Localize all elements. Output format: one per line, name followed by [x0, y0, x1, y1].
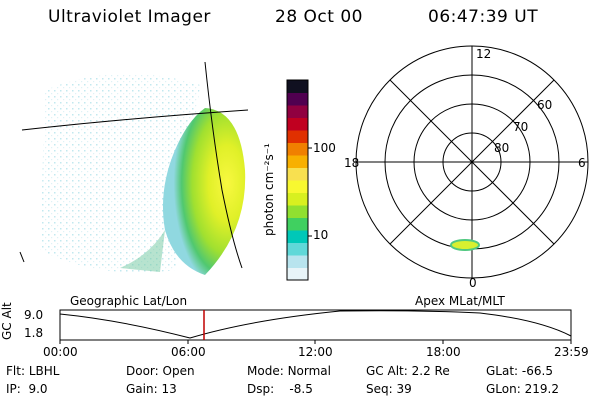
- colorbar-segment: [287, 167, 308, 181]
- lat-label-60: 60: [537, 98, 553, 112]
- time-label: 06:47:39 UT: [428, 7, 539, 27]
- left-panel-caption: Geographic Lat/Lon: [70, 294, 188, 308]
- info-glon: GLon: 219.2: [486, 382, 559, 396]
- colorbar-segment: [287, 267, 308, 281]
- colorbar-segment: [287, 217, 308, 231]
- colorbar-frame: [286, 79, 309, 281]
- timeline-plot: [59, 309, 572, 344]
- info-seq: Seq: 39: [366, 382, 412, 396]
- mlt-label-0: 0: [469, 276, 477, 290]
- geo-grid-lines: [19, 61, 249, 269]
- info-door: Door: Open: [126, 364, 195, 378]
- colorbar-segment: [287, 205, 308, 218]
- colorbar-segment: [287, 155, 308, 168]
- info-ip: IP: 9.0: [6, 382, 48, 396]
- timeline-ytick-low: 1.8: [24, 326, 44, 340]
- colorbar-segment: [287, 242, 308, 256]
- colorbar: [286, 79, 312, 281]
- timeline-xtick: 06:00: [171, 345, 206, 359]
- info-gc-alt: GC Alt: 2.2 Re: [366, 364, 450, 378]
- date-label: 28 Oct 00: [275, 7, 363, 27]
- colorbar-segment: [287, 142, 308, 156]
- colorbar-segment: [287, 92, 308, 106]
- info-flt: Flt: LBHL: [6, 364, 60, 378]
- timeline-xtick: 12:00: [298, 345, 333, 359]
- lat-label-70: 70: [513, 120, 529, 134]
- timeline-xtick: 00:00: [43, 345, 78, 359]
- colorbar-segment: [287, 117, 308, 131]
- polar-aurora-rim: [450, 239, 480, 251]
- colorbar-segment: [287, 192, 308, 206]
- colorbar-tick-10: 10: [313, 228, 329, 242]
- instrument-title: Ultraviolet Imager: [48, 7, 211, 27]
- polar-aurora-spot: [451, 240, 479, 250]
- info-mode: Mode: Normal: [247, 364, 331, 378]
- colorbar-segment: [287, 230, 308, 243]
- timeline-xtick: 18:00: [426, 345, 461, 359]
- info-gain: Gain: 13: [126, 382, 177, 396]
- colorbar-segment: [287, 255, 308, 268]
- mlt-label-18: 18: [344, 156, 360, 170]
- earth-image: [40, 73, 246, 275]
- colorbar-segment: [287, 105, 308, 118]
- timeline-xtick: 23:59: [554, 345, 589, 359]
- colorbar-tick-100: 100: [313, 141, 336, 155]
- timeline-ytick-high: 9.0: [24, 308, 44, 322]
- colorbar-segment: [287, 180, 308, 193]
- mlt-label-6: 6: [578, 156, 586, 170]
- info-dsp: Dsp: -8.5: [247, 382, 313, 396]
- colorbar-segment: [287, 130, 308, 143]
- colorbar-unit-label: photon cm⁻²s⁻¹: [262, 143, 276, 236]
- timeline-ylabel: GC Alt: [0, 302, 14, 340]
- colorbar-segment: [287, 80, 308, 93]
- right-panel-caption: Apex MLat/MLT: [415, 294, 505, 308]
- lat-label-80: 80: [494, 141, 510, 155]
- mlt-label-12: 12: [476, 47, 492, 61]
- info-glat: GLat: -66.5: [486, 364, 553, 378]
